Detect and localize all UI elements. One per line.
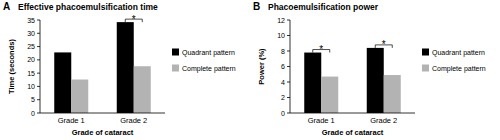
bar — [304, 53, 321, 113]
y-tick-label: 8 — [281, 48, 285, 55]
y-tick-label: 35 — [27, 17, 35, 24]
y-tick — [37, 46, 40, 47]
bars — [304, 48, 401, 113]
y-tick-label: 25 — [27, 43, 35, 50]
y-axis-label: Time (seconds) — [7, 39, 16, 94]
legend-label: Complete pattern — [432, 65, 486, 73]
significance-marker: * — [132, 14, 136, 25]
y-tick — [287, 35, 290, 36]
chart-root: A Effective phacoemulsification time 0 5 10 1… — [0, 0, 500, 140]
bars — [54, 22, 151, 113]
panel: B Phacoemulsification power 0 2 4 6 8 10 12 Grade… — [253, 1, 486, 137]
bar — [321, 77, 338, 113]
panel-label: B — [253, 1, 260, 12]
panel: A Effective phacoemulsification time 0 5 10 1… — [3, 1, 236, 137]
y-tick — [37, 20, 40, 21]
y-tick-label: 10 — [27, 83, 35, 90]
y-tick — [37, 33, 40, 34]
y-tick-label: 20 — [27, 56, 35, 63]
y-tick-label: 0 — [31, 110, 35, 117]
x-tick-label: Grade 2 — [370, 116, 397, 125]
y-tick-label: 5 — [31, 96, 35, 103]
y-tick-label: 2 — [281, 94, 285, 101]
y-tick — [287, 113, 290, 114]
x-tick-label: Grade 1 — [308, 116, 335, 125]
y-axis-label: Power (%) — [257, 48, 266, 85]
y-tick-label: 0 — [281, 110, 285, 117]
x-axis — [290, 113, 415, 114]
x-tick-label: Grade 1 — [58, 116, 85, 125]
x-axis — [40, 113, 165, 114]
y-axis — [40, 20, 41, 113]
bar — [134, 66, 151, 113]
y-tick — [287, 66, 290, 67]
y-tick — [37, 86, 40, 87]
significance-marker: * — [319, 44, 323, 55]
legend-label: Quadrant pattern — [182, 49, 235, 57]
legend-label: Quadrant pattern — [432, 49, 485, 57]
legend-label: Complete pattern — [182, 65, 236, 73]
panel-label: A — [3, 1, 10, 12]
y-tick — [287, 97, 290, 98]
x-axis-label: Grade of cataract — [322, 128, 384, 137]
y-tick-label: 30 — [27, 30, 35, 37]
y-tick — [37, 73, 40, 74]
y-tick — [37, 59, 40, 60]
bar — [71, 80, 88, 113]
y-tick-label: 4 — [281, 79, 285, 86]
y-tick — [287, 82, 290, 83]
y-tick — [37, 113, 40, 114]
legend-swatch — [422, 65, 429, 72]
legend-swatch — [172, 65, 179, 72]
y-tick — [37, 99, 40, 100]
y-tick-label: 6 — [281, 63, 285, 70]
bar — [54, 52, 71, 113]
chart-title: Effective phacoemulsification time — [18, 2, 158, 12]
chart-title: Phacoemulsification power — [268, 2, 379, 12]
bar — [384, 75, 401, 113]
y-tick-label: 12 — [277, 17, 285, 24]
x-tick-label: Grade 2 — [120, 116, 147, 125]
y-tick — [287, 20, 290, 21]
bar — [117, 22, 134, 113]
y-tick-label: 10 — [277, 32, 285, 39]
bar — [367, 48, 384, 113]
legend-swatch — [422, 49, 429, 56]
y-tick — [287, 51, 290, 52]
x-axis-label: Grade of cataract — [72, 128, 134, 137]
legend-swatch — [172, 49, 179, 56]
significance-marker: * — [382, 39, 386, 50]
y-tick-label: 15 — [27, 70, 35, 77]
